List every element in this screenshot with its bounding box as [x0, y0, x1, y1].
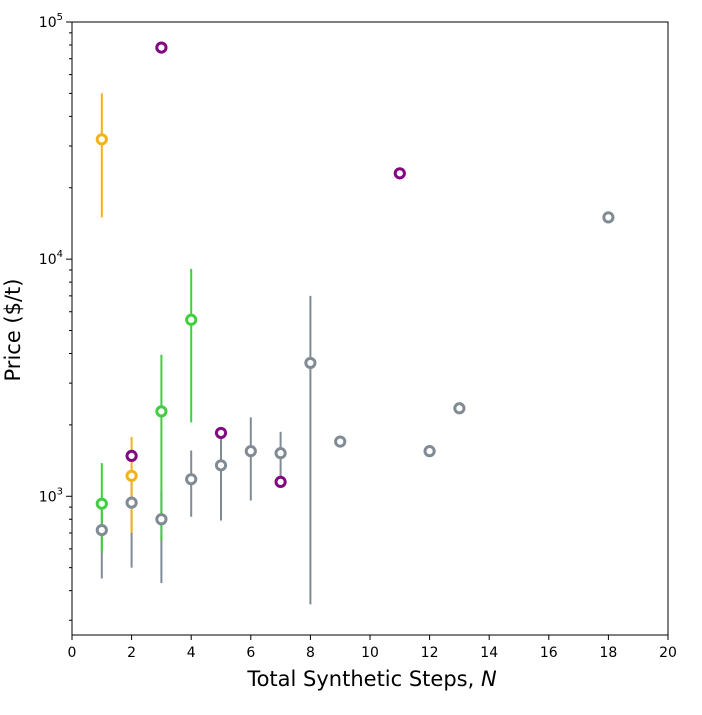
- axis-ticks: 0 2 4 6 8 10 12 14 16 18 20 103 104 105: [39, 12, 677, 661]
- data-point: [602, 211, 615, 224]
- data-point: [185, 313, 198, 326]
- data-point: [334, 435, 347, 448]
- data-point: [155, 41, 168, 54]
- y-tick-label: 105: [39, 12, 63, 31]
- data-point: [423, 445, 436, 458]
- y-axis-label: Price ($/t): [1, 279, 25, 382]
- data-point: [453, 402, 466, 415]
- x-tick-label: 6: [246, 645, 255, 661]
- x-tick-label: 20: [659, 645, 677, 661]
- data-point: [185, 473, 198, 486]
- data-point: [244, 445, 257, 458]
- data-point: [304, 356, 317, 370]
- x-tick-label: 10: [361, 645, 379, 661]
- x-tick-label: 0: [68, 645, 77, 661]
- plot-area: [95, 41, 615, 605]
- x-tick-label: 4: [187, 645, 196, 661]
- x-axis-label: Total Synthetic Steps, N: [246, 667, 497, 691]
- x-tick-label: 16: [540, 645, 558, 661]
- data-point: [155, 513, 168, 526]
- data-point: [95, 497, 108, 510]
- y-tick-label: 104: [39, 249, 63, 268]
- data-point: [95, 524, 108, 537]
- data-point: [393, 167, 406, 180]
- x-tick-label: 14: [480, 645, 498, 661]
- data-point: [95, 133, 108, 146]
- data-point: [125, 449, 138, 462]
- data-point: [125, 496, 138, 509]
- x-tick-label: 8: [306, 645, 315, 661]
- data-point: [274, 447, 287, 460]
- axis-labels: Total Synthetic Steps, N Price ($/t): [1, 279, 497, 691]
- x-tick-label: 12: [421, 645, 439, 661]
- y-tick-label: 103: [39, 486, 63, 505]
- x-tick-label: 18: [599, 645, 617, 661]
- data-point: [125, 469, 138, 482]
- data-point: [214, 459, 228, 472]
- x-tick-label: 2: [127, 645, 136, 661]
- data-point: [274, 475, 287, 488]
- data-point: [155, 405, 168, 418]
- data-point: [214, 426, 228, 440]
